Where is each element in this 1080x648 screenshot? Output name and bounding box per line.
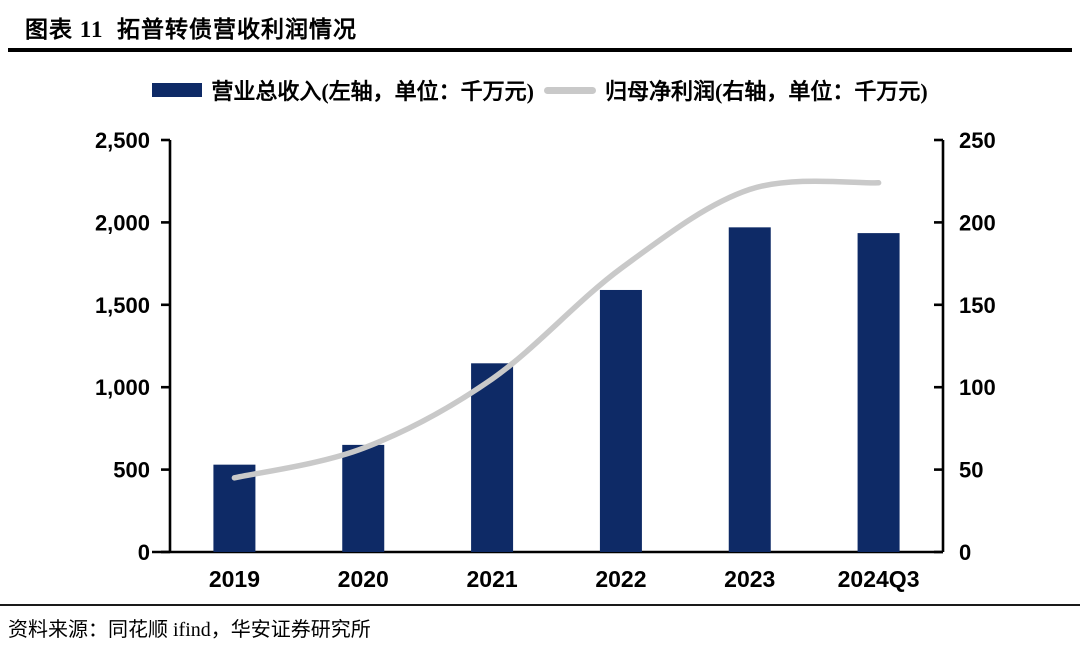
x-axis-label-2019: 2019 <box>209 566 260 592</box>
source-note: 资料来源：同花顺 ifind，华安证券研究所 <box>8 619 371 641</box>
legend-item-net-profit: 归母净利润(右轴，单位：千万元) <box>544 74 928 106</box>
right-axis-tick-label-200: 200 <box>959 210 996 235</box>
x-axis-label-2024Q3: 2024Q3 <box>838 566 920 592</box>
net-profit-line <box>231 178 882 481</box>
figure-title: 图表 11 拓普转债营收利润情况 <box>25 17 357 42</box>
legend-label-revenue: 营业总收入(左轴，单位：千万元) <box>211 79 534 104</box>
x-axis-label-2020: 2020 <box>338 566 389 592</box>
legend-item-revenue: 营业总收入(左轴，单位：千万元) <box>152 74 534 106</box>
right-axis-tick-label-250: 250 <box>959 128 996 153</box>
right-axis-tick-label-0: 0 <box>959 540 971 565</box>
bar-2022 <box>599 289 642 552</box>
bar-2021 <box>471 363 514 552</box>
right-axis-tick-label-150: 150 <box>959 293 996 318</box>
left-axis-tick-label-1500: 1,500 <box>95 293 150 318</box>
left-axis-tick-label-0: 0 <box>138 540 150 565</box>
line-swatch-icon <box>544 86 596 94</box>
legend-label-net-profit: 归母净利润(右轴，单位：千万元) <box>605 79 928 104</box>
bar-2020 <box>342 444 385 552</box>
bar-2023 <box>728 227 771 552</box>
bottom-divider-rule <box>0 604 1080 606</box>
left-axis-tick-label-1000: 1,000 <box>95 375 150 400</box>
x-axis-label-2021: 2021 <box>466 566 517 592</box>
right-axis-tick-label-50: 50 <box>959 458 983 483</box>
left-axis-tick-label-2500: 2,500 <box>95 128 150 153</box>
x-axis-label-2023: 2023 <box>724 566 775 592</box>
bar-2024Q3 <box>857 233 900 552</box>
x-axis-label-2022: 2022 <box>595 566 646 592</box>
title-divider-rule <box>8 48 1072 52</box>
right-axis-tick-label-100: 100 <box>959 375 996 400</box>
left-axis-tick-label-2000: 2,000 <box>95 210 150 235</box>
bar-swatch-icon <box>152 83 203 97</box>
left-axis-tick-label-500: 500 <box>113 458 150 483</box>
chart-legend: 营业总收入(左轴，单位：千万元) 归母净利润(右轴，单位：千万元) <box>0 76 1080 104</box>
